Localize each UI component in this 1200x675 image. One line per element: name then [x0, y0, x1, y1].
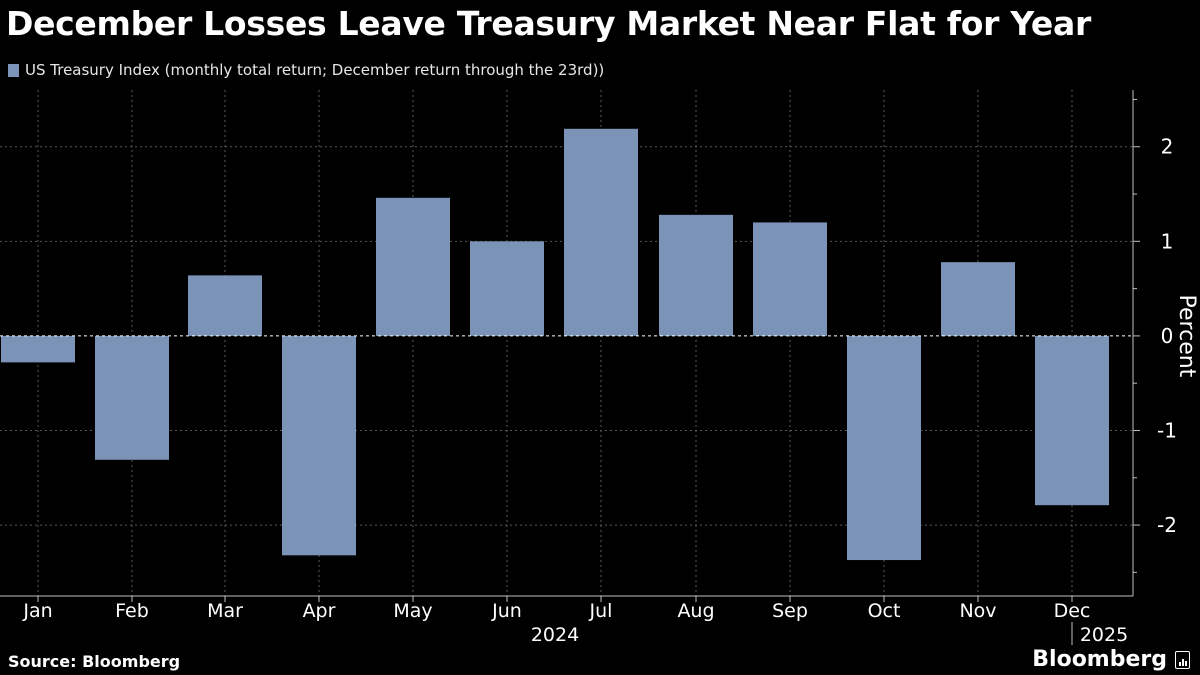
- x-tick-label-jul: Jul: [589, 600, 613, 622]
- source-note: Source: Bloomberg: [8, 652, 181, 671]
- x-tick-label-aug: Aug: [677, 600, 714, 622]
- bar-mar: [188, 275, 262, 336]
- y-tick-label--1: -1: [1157, 418, 1177, 442]
- x-tick-label-jun: Jun: [491, 600, 522, 622]
- legend-swatch: [8, 63, 19, 77]
- chart-title: December Losses Leave Treasury Market Ne…: [6, 4, 1091, 43]
- year-label-2025: 2025: [1080, 624, 1128, 646]
- bar-jun: [470, 241, 544, 336]
- y-tick-label-0: 0: [1161, 324, 1174, 348]
- x-tick-label-may: May: [393, 600, 432, 622]
- chart-legend: US Treasury Index (monthly total return;…: [8, 61, 604, 79]
- x-tick-label-feb: Feb: [115, 600, 149, 622]
- bar-feb: [95, 335, 169, 460]
- legend-label: US Treasury Index (monthly total return;…: [25, 61, 605, 79]
- axes: 2 1 0 -1 -2 Percent Jan Feb Mar Apr May Jun Jul Aug Se…: [0, 90, 1199, 646]
- year-label-2024: 2024: [531, 624, 579, 646]
- x-tick-label-apr: Apr: [303, 600, 336, 622]
- bars: [1, 128, 1109, 561]
- x-tick-label-jan: Jan: [22, 600, 52, 622]
- y-tick-label-2: 2: [1161, 135, 1174, 159]
- bar-nov: [941, 262, 1015, 336]
- bar-jan: [1, 335, 75, 363]
- bar-jul: [564, 128, 638, 336]
- bar-apr: [282, 335, 356, 556]
- bar-oct: [847, 335, 921, 561]
- y-tick-label-1: 1: [1161, 229, 1174, 253]
- bar-chart-icon: [1175, 650, 1190, 669]
- bloomberg-logo: Bloomberg: [1032, 647, 1190, 672]
- bar-dec: [1035, 335, 1109, 506]
- y-axis-title: Percent: [1174, 295, 1199, 378]
- x-tick-label-dec: Dec: [1054, 600, 1091, 622]
- x-tick-label-nov: Nov: [959, 600, 996, 622]
- bar-sep: [753, 222, 827, 336]
- bar-may: [376, 197, 450, 336]
- bar-aug: [659, 214, 733, 336]
- x-tick-label-sep: Sep: [772, 600, 808, 622]
- y-tick-label--2: -2: [1157, 513, 1177, 537]
- x-tick-label-mar: Mar: [207, 600, 243, 622]
- brand-name: Bloomberg: [1032, 647, 1167, 672]
- x-tick-label-oct: Oct: [868, 600, 901, 622]
